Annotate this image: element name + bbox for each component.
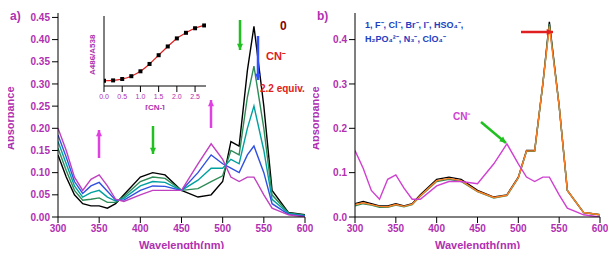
svg-text:600: 600: [297, 223, 313, 234]
svg-text:300: 300: [347, 223, 364, 234]
svg-text:450: 450: [469, 223, 486, 234]
svg-text:600: 600: [592, 223, 608, 234]
svg-text:0.25: 0.25: [31, 101, 51, 112]
svg-text:A486/A538: A486/A538: [88, 34, 97, 75]
svg-text:0.4: 0.4: [333, 34, 347, 45]
svg-text:b): b): [317, 9, 328, 23]
svg-text:0.40: 0.40: [31, 34, 51, 45]
svg-text:Wavelength(nm): Wavelength(nm): [435, 239, 520, 249]
svg-text:[CN-]: [CN-]: [145, 103, 165, 110]
svg-text:Absorbance: Absorbance: [313, 86, 321, 150]
svg-text:0.2: 0.2: [333, 123, 347, 134]
svg-text:0: 0: [280, 19, 287, 33]
svg-text:0.0: 0.0: [333, 212, 347, 223]
svg-text:0.3: 0.3: [333, 79, 347, 90]
svg-text:0.5: 0.5: [117, 93, 127, 100]
svg-text:0.0: 0.0: [99, 93, 109, 100]
svg-text:0.15: 0.15: [31, 145, 51, 156]
svg-text:Absorbance: Absorbance: [8, 86, 16, 150]
svg-text:1.5: 1.5: [154, 93, 164, 100]
svg-text:2.0: 2.0: [172, 93, 182, 100]
svg-text:400: 400: [132, 223, 149, 234]
svg-text:0.35: 0.35: [31, 56, 51, 67]
svg-text:0.30: 0.30: [31, 79, 51, 90]
svg-text:1, F⁻, Cl⁻, Br⁻, I⁻, HSO₄⁻,: 1, F⁻, Cl⁻, Br⁻, I⁻, HSO₄⁻,: [365, 20, 463, 30]
svg-text:350: 350: [91, 223, 108, 234]
svg-text:300: 300: [50, 223, 67, 234]
svg-text:500: 500: [510, 223, 527, 234]
svg-text:0.45: 0.45: [31, 12, 51, 23]
svg-text:0.05: 0.05: [31, 189, 51, 200]
svg-text:550: 550: [551, 223, 568, 234]
svg-text:0.20: 0.20: [31, 123, 51, 134]
svg-text:0.10: 0.10: [31, 167, 51, 178]
svg-text:550: 550: [255, 223, 272, 234]
svg-text:1.0: 1.0: [136, 93, 146, 100]
svg-text:0.00: 0.00: [31, 212, 51, 223]
svg-text:Wavelength(nm): Wavelength(nm): [139, 239, 224, 249]
svg-text:H₂PO₄²⁻, N₃⁻, ClO₄⁻: H₂PO₄²⁻, N₃⁻, ClO₄⁻: [365, 34, 446, 44]
svg-text:0.1: 0.1: [333, 167, 347, 178]
svg-text:a): a): [10, 9, 21, 23]
svg-text:2.2 equiv.: 2.2 equiv.: [260, 83, 305, 94]
svg-text:500: 500: [214, 223, 231, 234]
svg-text:450: 450: [173, 223, 190, 234]
svg-text:CN⁻: CN⁻: [453, 111, 471, 122]
svg-text:350: 350: [387, 223, 404, 234]
svg-text:CN⁻: CN⁻: [266, 50, 286, 62]
svg-text:2.5: 2.5: [190, 93, 200, 100]
svg-text:400: 400: [428, 223, 445, 234]
